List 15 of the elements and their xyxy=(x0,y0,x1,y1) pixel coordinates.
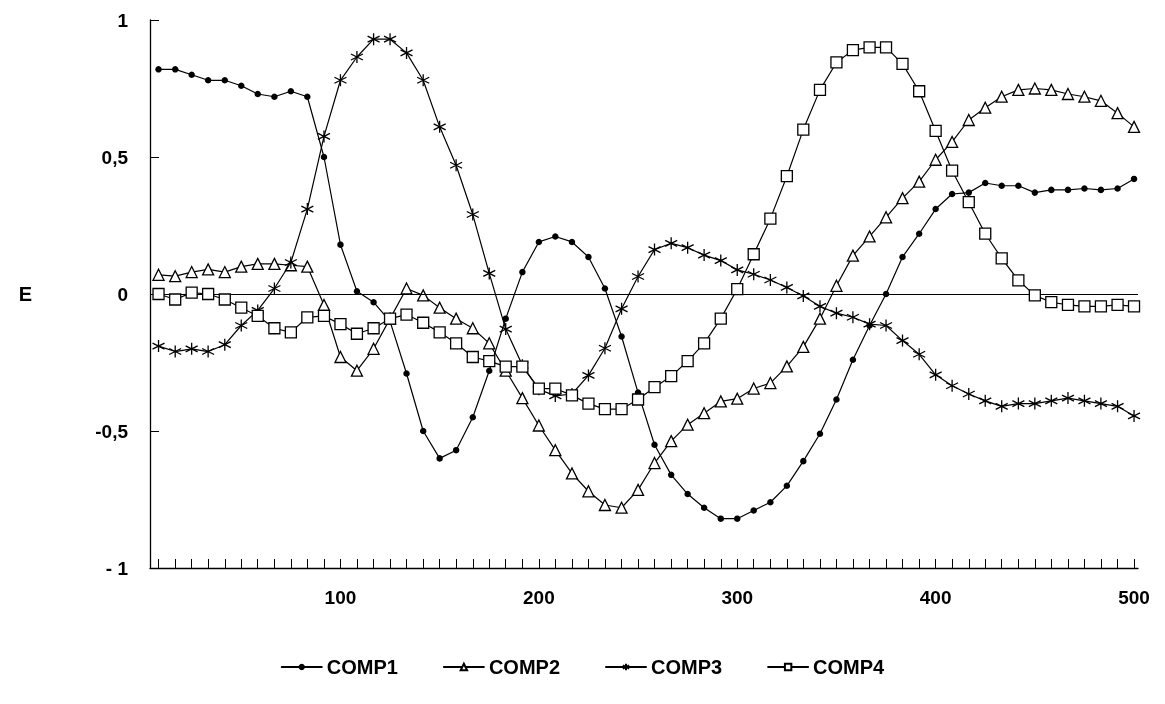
legend-label: COMP2 xyxy=(488,656,560,678)
x-tick-label: 400 xyxy=(919,587,952,608)
legend-label: COMP1 xyxy=(326,656,398,678)
x-tick-label: 200 xyxy=(523,587,555,608)
x-tick-label: 300 xyxy=(721,587,754,608)
y-tick-label: 0 xyxy=(117,283,128,305)
legend-label: COMP4 xyxy=(813,656,886,678)
y-tick-label: 1 xyxy=(117,9,129,31)
x-tick-label: 100 xyxy=(324,587,357,608)
y-tick-label: 0,5 xyxy=(101,146,129,168)
legend-label: COMP3 xyxy=(651,656,723,678)
x-tick-label: 500 xyxy=(1118,587,1150,608)
y-tick-label: - 1 xyxy=(105,557,129,579)
y-axis-title: E xyxy=(18,283,32,305)
y-tick-label: -0,5 xyxy=(95,420,129,442)
